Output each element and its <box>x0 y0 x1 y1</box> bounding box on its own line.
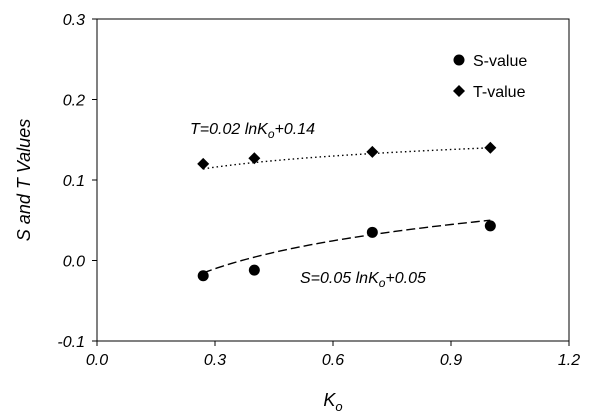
s-value-point <box>248 264 260 276</box>
x-axis-ticks: 0.0 0.3 0.6 0.9 1.2 <box>86 341 580 369</box>
x-tick-label: 1.2 <box>558 352 580 369</box>
s-eq-ln: ln <box>356 270 369 287</box>
legend-item-t: T-value <box>453 84 526 101</box>
x-tick-label: 0.3 <box>204 352 226 369</box>
t-fit-curve <box>203 147 491 170</box>
s-value-point <box>366 226 378 238</box>
x-axis-title: Ko <box>323 390 342 414</box>
s-eq-k: K <box>368 270 380 287</box>
legend-circle-marker <box>453 54 465 66</box>
x-tick-label: 0.9 <box>440 352 462 369</box>
y-tick-label: 0.0 <box>63 254 85 271</box>
y-tick-label: 0.3 <box>63 12 85 29</box>
x-axis-title-main: K <box>323 390 336 410</box>
t-value-point <box>197 157 210 170</box>
t-value-point <box>248 152 261 165</box>
y-tick-label: 0.2 <box>63 93 85 110</box>
s-fit-equation: S=0.05 lnKo+0.05 <box>300 270 426 290</box>
s-fit-curve <box>202 219 491 274</box>
legend-label-s: S-value <box>473 53 527 70</box>
t-eq-k: K <box>257 121 269 138</box>
legend-item-s: S-value <box>453 53 527 70</box>
t-value-point <box>366 145 379 158</box>
x-axis-title-subscript: o <box>335 399 342 414</box>
data-points <box>197 141 497 282</box>
x-tick-label: 0.6 <box>322 352 344 369</box>
legend: S-value T-value <box>453 53 527 101</box>
y-tick-label: 0.1 <box>63 173 85 190</box>
fit-curves <box>202 147 491 274</box>
t-fit-equation: T=0.02 lnKo+0.14 <box>190 121 315 141</box>
y-tick-label: -0.1 <box>57 334 85 351</box>
legend-label-t: T-value <box>473 84 526 101</box>
x-tick-label: 0.0 <box>86 352 108 369</box>
y-axis-title: S and T Values <box>14 119 34 241</box>
s-eq-post: +0.05 <box>385 270 426 287</box>
t-eq-sub: o <box>268 127 275 141</box>
s-value-point <box>197 270 209 282</box>
y-axis-ticks: -0.1 0.0 0.1 0.2 0.3 <box>57 12 97 351</box>
t-eq-post: +0.14 <box>275 121 316 138</box>
s-eq-pre: S=0.05 <box>300 270 356 287</box>
s-value-point <box>484 220 496 232</box>
t-eq-pre: T=0.02 <box>190 121 245 138</box>
t-value-point <box>484 141 497 154</box>
s-eq-sub: o <box>379 276 386 290</box>
t-eq-ln: ln <box>245 121 258 138</box>
legend-diamond-marker <box>453 85 465 97</box>
